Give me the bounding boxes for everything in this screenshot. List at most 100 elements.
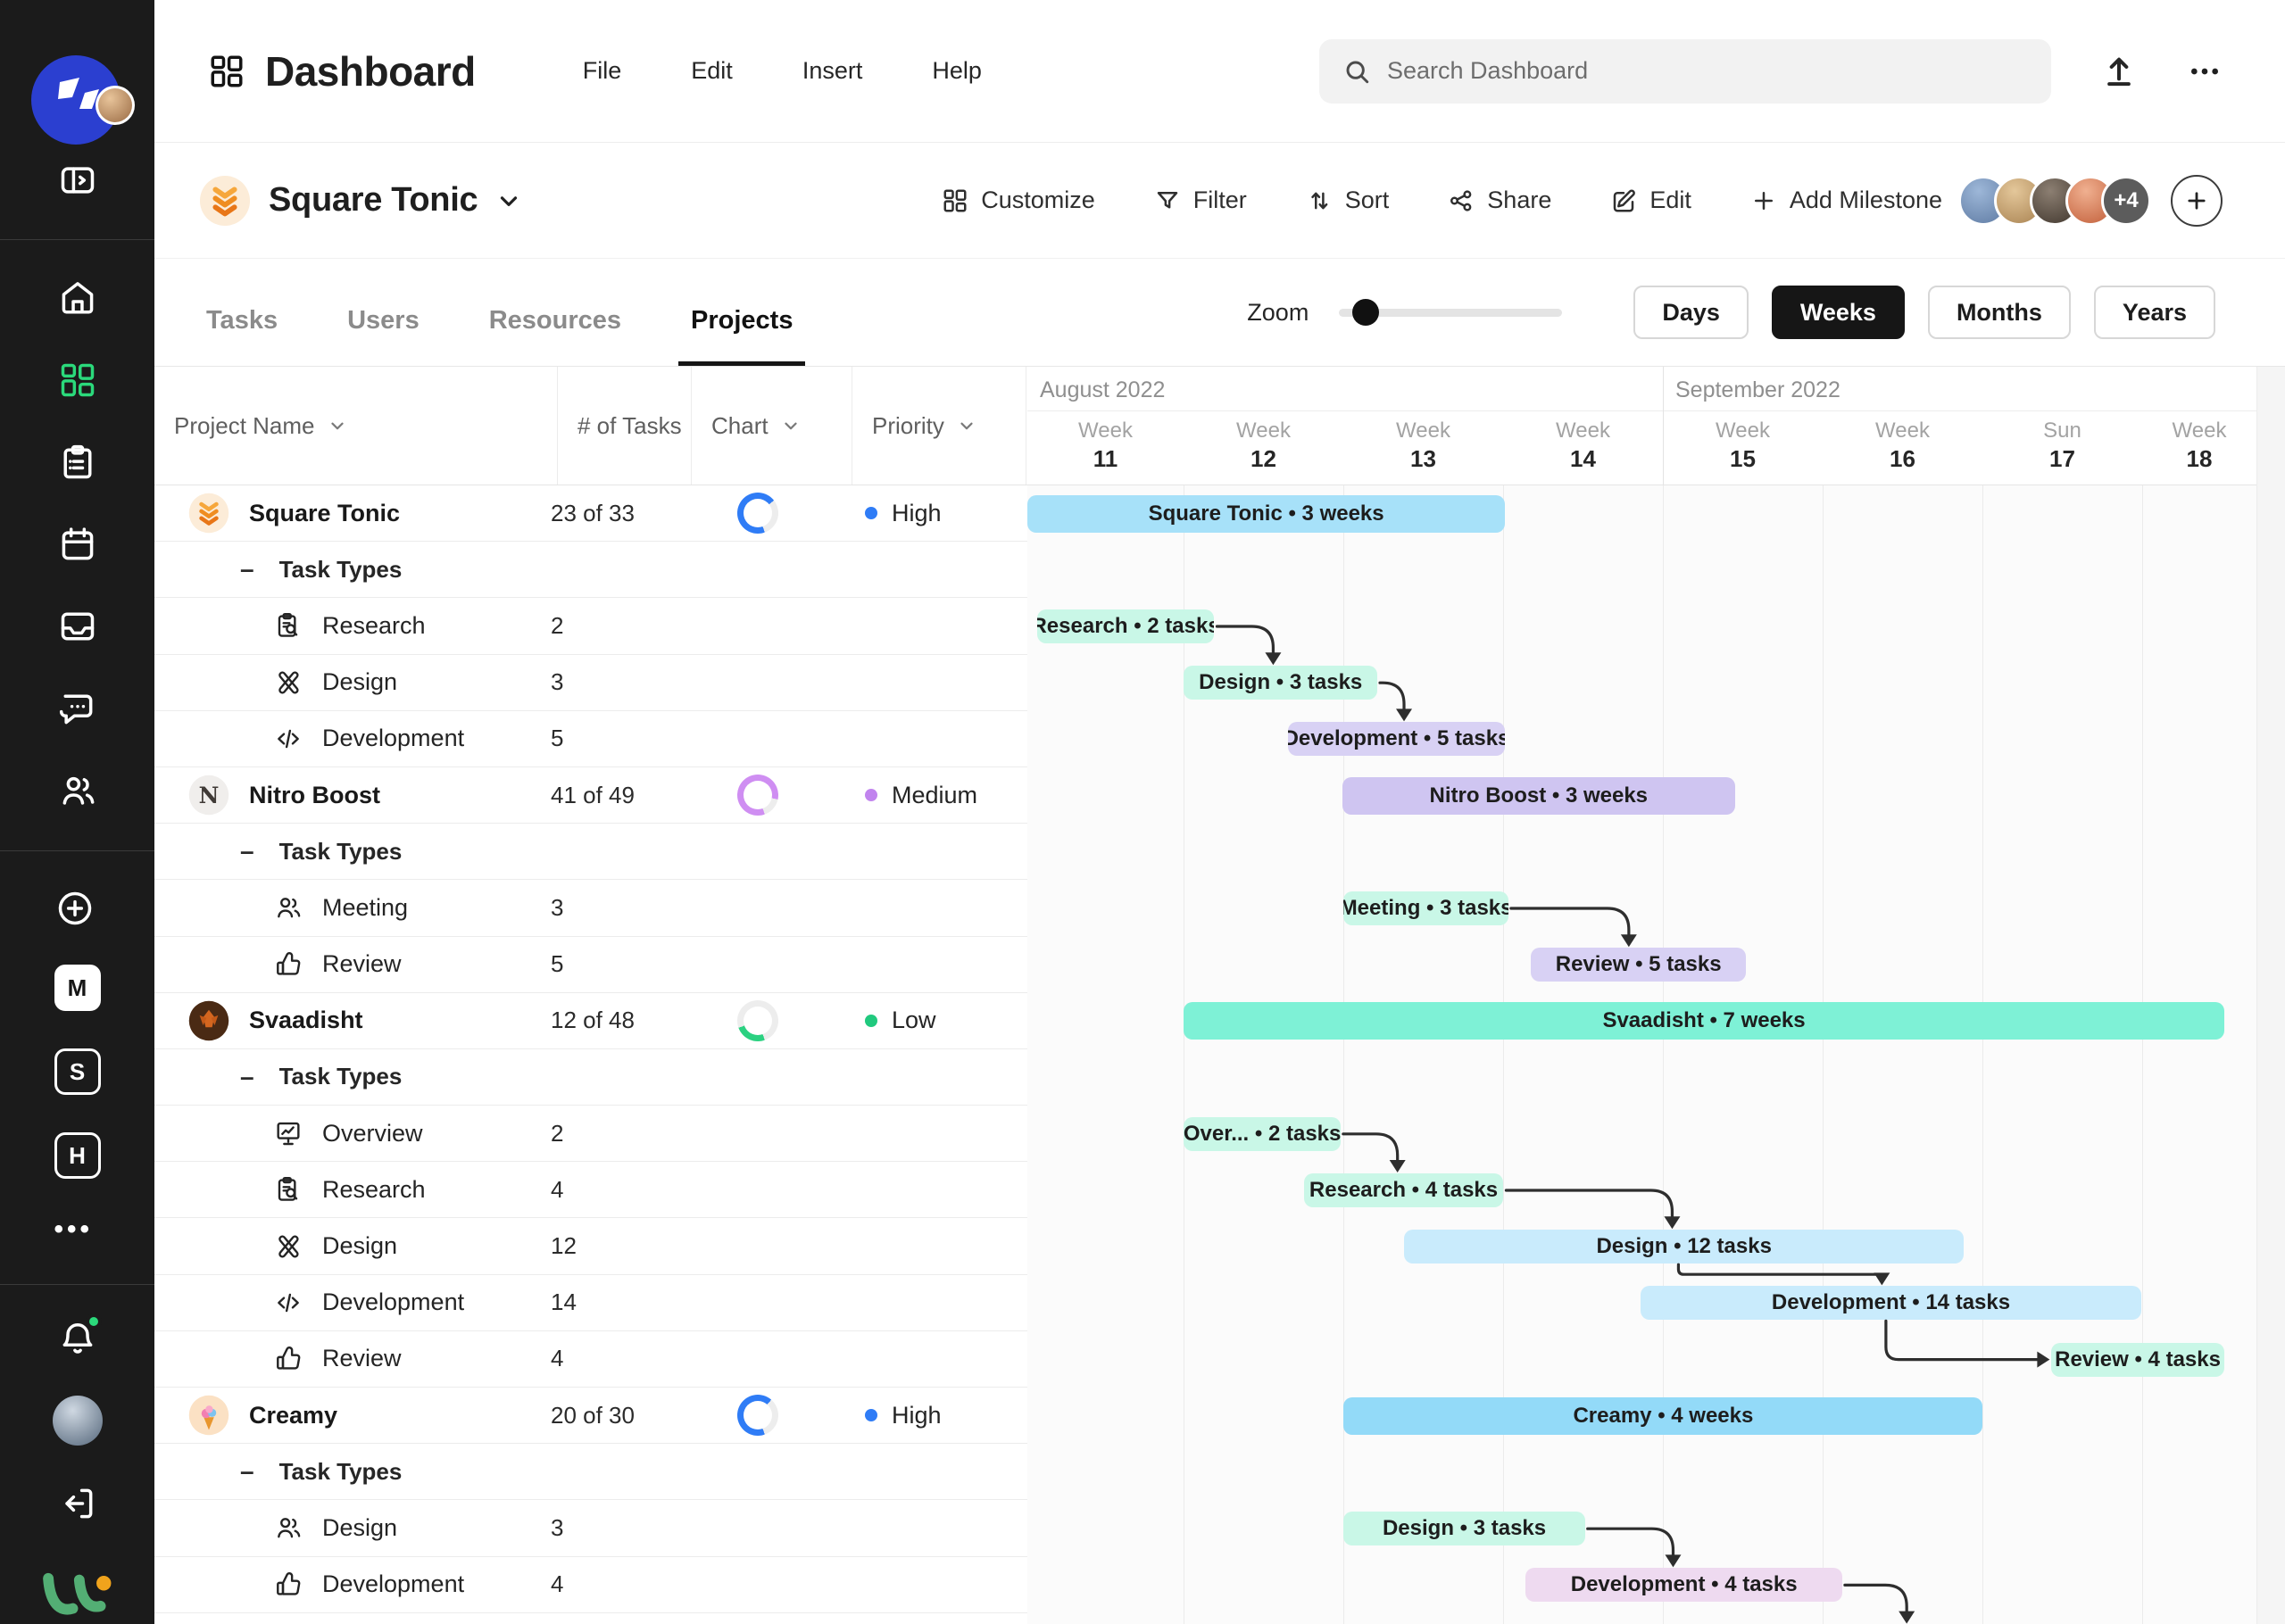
timescale-months-button[interactable]: Months	[1927, 286, 2071, 339]
gantt-gridline	[1343, 485, 1344, 1624]
sidebar-collapse-icon[interactable]	[57, 161, 98, 200]
workspace-logo[interactable]	[30, 55, 135, 145]
gantt-bar-sv[interactable]: Svaadisht • 7 weeks	[1184, 1002, 2224, 1040]
design-icon	[274, 1232, 303, 1261]
gantt-bar-st[interactable]: Square Tonic • 3 weeks	[1027, 494, 1506, 533]
gantt-bar-sv-dev[interactable]: Development • 14 tasks	[1641, 1286, 2141, 1321]
table-row[interactable]: Design 12	[154, 1218, 1027, 1275]
sidebar-item-home[interactable]	[57, 278, 98, 319]
gantt-bar-st-res[interactable]: Research • 2 tasks	[1036, 609, 1215, 643]
tab-projects[interactable]: Projects	[677, 306, 806, 366]
gantt-bar-st-dev[interactable]: Development • 5 tasks	[1287, 722, 1506, 757]
table-row[interactable]: – Task Types	[154, 542, 1027, 599]
collapse-group-icon[interactable]: –	[240, 1457, 254, 1486]
table-row[interactable]	[154, 1612, 1027, 1624]
gantt-bar-nb-rev[interactable]: Review • 5 tasks	[1530, 948, 1747, 982]
avatar-overflow-badge[interactable]: +4	[2101, 175, 2151, 226]
overflow-menu-icon[interactable]	[2187, 54, 2223, 89]
gantt-bar-cr-des[interactable]: Design • 3 tasks	[1343, 1512, 1585, 1546]
column-header--of-tasks[interactable]: # of Tasks	[558, 367, 692, 485]
zoom-slider[interactable]	[1339, 299, 1563, 326]
search-input[interactable]	[1387, 57, 2028, 85]
logout-icon[interactable]	[57, 1483, 98, 1524]
upload-icon[interactable]	[2101, 54, 2137, 89]
collapse-group-icon[interactable]: –	[240, 1062, 254, 1090]
collapse-group-icon[interactable]: –	[240, 837, 254, 866]
tab-resources[interactable]: Resources	[488, 306, 622, 335]
collapse-group-icon[interactable]: –	[240, 555, 254, 584]
gantt-bar-sv-des[interactable]: Design • 12 tasks	[1404, 1230, 1964, 1264]
table-row[interactable]: – Task Types	[154, 1444, 1027, 1501]
sidebar-item-calendar[interactable]	[57, 524, 98, 565]
table-row[interactable]: Meeting 3	[154, 880, 1027, 937]
sort-button[interactable]: Sort	[1306, 186, 1389, 214]
project-avatar: N	[188, 775, 229, 816]
group-label: Task Types	[278, 1457, 403, 1485]
tab-tasks[interactable]: Tasks	[206, 306, 278, 335]
sidebar-item-chat[interactable]	[57, 688, 98, 729]
add-member-button[interactable]	[2171, 174, 2223, 227]
workspace-badge-m[interactable]: M	[54, 965, 101, 1012]
menu-help[interactable]: Help	[932, 57, 982, 84]
timescale-years-button[interactable]: Years	[2093, 286, 2215, 339]
gantt-bar-nb-meet[interactable]: Meeting • 3 tasks	[1343, 891, 1508, 925]
menu-file[interactable]: File	[582, 57, 622, 84]
member-avatars: +4	[1958, 175, 2151, 226]
column-header-priority[interactable]: Priority	[852, 367, 1026, 485]
user-avatar[interactable]	[52, 1396, 103, 1446]
gantt-bar-cr-dev[interactable]: Development • 4 tasks	[1525, 1568, 1842, 1603]
table-row[interactable]: Development 14	[154, 1274, 1027, 1331]
table-row[interactable]: – Task Types	[154, 824, 1027, 881]
gantt-week-label: Week 12	[1236, 418, 1291, 472]
table-row[interactable]: Research 2	[154, 598, 1027, 655]
table-row[interactable]: – Task Types	[154, 1048, 1027, 1106]
table-row[interactable]: Review 4	[154, 1330, 1027, 1388]
table-row[interactable]: Creamy 20 of 30 High	[154, 1388, 1027, 1445]
timescale-days-button[interactable]: Days	[1633, 286, 1749, 339]
share-label: Share	[1487, 186, 1552, 213]
sidebar-item-tasks[interactable]	[57, 442, 98, 483]
column-header-chart[interactable]: Chart	[692, 367, 852, 485]
search-box[interactable]	[1319, 38, 2051, 104]
table-row[interactable]: Development 5	[154, 710, 1027, 767]
tab-users[interactable]: Users	[347, 306, 420, 335]
workspace-badge-h[interactable]: H	[54, 1132, 101, 1180]
menu-edit[interactable]: Edit	[691, 57, 733, 84]
table-row[interactable]: Research 4	[154, 1162, 1027, 1219]
table-row[interactable]: N Nitro Boost 41 of 49 Medium	[154, 766, 1027, 824]
task-type-count: 2	[551, 1119, 564, 1147]
zoom-slider-knob[interactable]	[1352, 299, 1380, 326]
gantt-bar-label: Design • 3 tasks	[1199, 670, 1363, 695]
table-row[interactable]: Review 5	[154, 936, 1027, 993]
customize-button[interactable]: Customize	[942, 186, 1095, 214]
menu-insert[interactable]: Insert	[802, 57, 863, 84]
task-type-count: 14	[551, 1288, 577, 1316]
workspace-badge-s[interactable]: S	[54, 1048, 101, 1096]
gantt-bar-sv-res[interactable]: Research • 4 tasks	[1303, 1173, 1504, 1207]
edit-button[interactable]: Edit	[1610, 186, 1691, 214]
gantt-bar-nb[interactable]: Nitro Boost • 3 weeks	[1342, 776, 1735, 815]
notifications-bell-icon[interactable]	[57, 1313, 102, 1358]
project-switcher[interactable]: Square Tonic	[199, 175, 522, 227]
column-header-project-name[interactable]: Project Name	[169, 367, 558, 485]
table-row[interactable]: Design 3	[154, 1500, 1027, 1557]
timescale-weeks-button[interactable]: Weeks	[1771, 286, 1905, 339]
table-row[interactable]: Design 3	[154, 654, 1027, 711]
gantt-bar-sv-rev[interactable]: Review • 4 tasks	[2051, 1342, 2224, 1377]
add-milestone-button[interactable]: Add Milestone	[1750, 186, 1942, 214]
sidebar-item-inbox[interactable]	[57, 606, 98, 647]
sidebar-item-users[interactable]	[57, 770, 98, 811]
table-row[interactable]: Overview 2	[154, 1106, 1027, 1163]
table-row[interactable]: Svaadisht 12 of 48 Low	[154, 992, 1027, 1049]
more-workspaces-icon[interactable]: •••	[54, 1214, 94, 1245]
table-row[interactable]: Development 4	[154, 1556, 1027, 1613]
sidebar-divider	[0, 1284, 154, 1285]
gantt-bar-sv-over[interactable]: Over... • 2 tasks	[1184, 1116, 1341, 1151]
sidebar-item-dashboard[interactable]	[57, 360, 98, 401]
gantt-bar-st-des[interactable]: Design • 3 tasks	[1184, 666, 1377, 700]
gantt-bar-cr[interactable]: Creamy • 4 weeks	[1343, 1396, 1983, 1435]
share-button[interactable]: Share	[1448, 186, 1551, 214]
add-workspace-icon[interactable]	[54, 888, 96, 929]
table-row[interactable]: Square Tonic 23 of 33 High	[154, 485, 1027, 543]
filter-button[interactable]: Filter	[1154, 186, 1247, 214]
